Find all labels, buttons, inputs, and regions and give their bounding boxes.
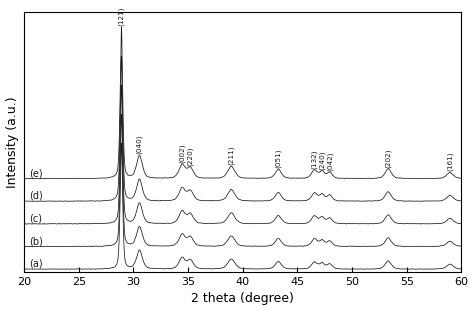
Text: (240): (240) (319, 150, 325, 169)
Text: (220): (220) (187, 146, 193, 166)
Text: (042): (042) (327, 151, 333, 171)
Text: (c): (c) (29, 214, 43, 224)
Text: (161): (161) (447, 152, 453, 171)
Text: (d): (d) (29, 191, 43, 201)
Text: (e): (e) (29, 168, 43, 178)
Text: (b): (b) (29, 236, 44, 246)
Text: (121): (121) (118, 7, 125, 26)
Text: (a): (a) (29, 259, 43, 269)
Text: (051): (051) (275, 149, 282, 169)
Y-axis label: Intensity (a.u.): Intensity (a.u.) (6, 96, 18, 188)
Text: (132): (132) (311, 149, 318, 169)
Text: (211): (211) (228, 146, 235, 165)
Text: (040): (040) (136, 135, 143, 154)
Text: (002): (002) (179, 143, 185, 163)
X-axis label: 2 theta (degree): 2 theta (degree) (191, 292, 294, 305)
Text: (202): (202) (385, 148, 392, 168)
